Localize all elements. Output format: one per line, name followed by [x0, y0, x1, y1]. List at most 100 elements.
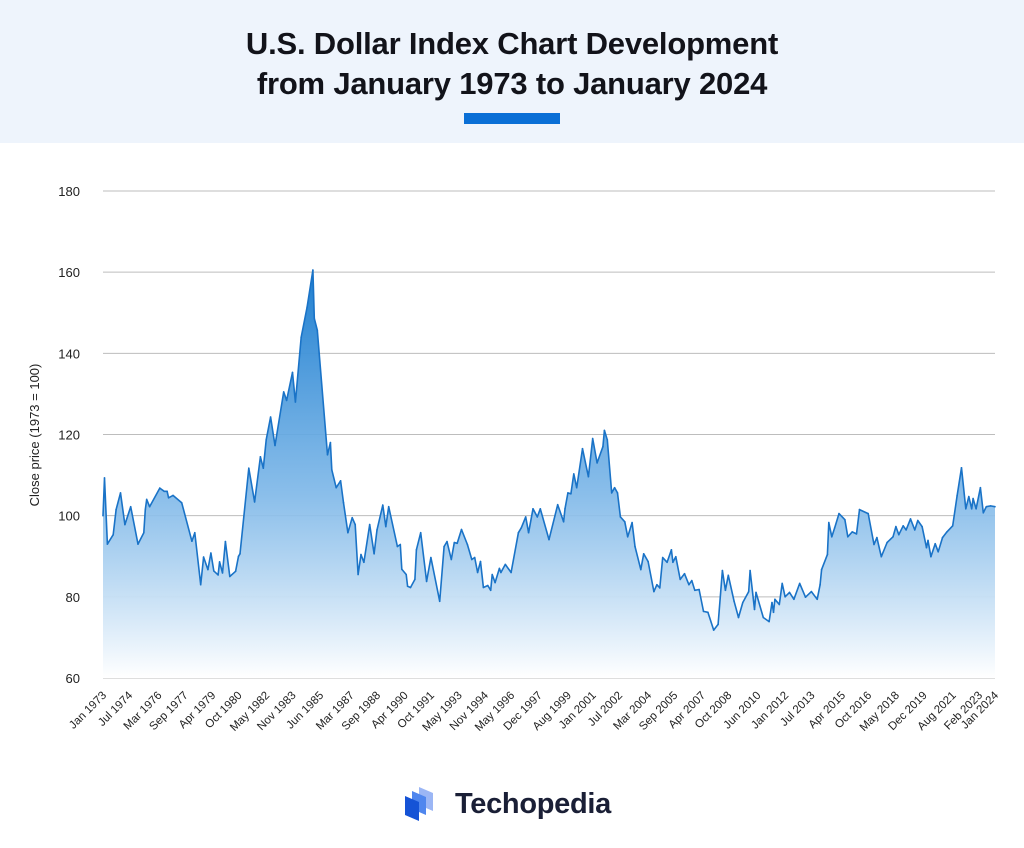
data-point	[573, 473, 575, 475]
data-point	[221, 572, 224, 574]
data-point	[683, 572, 686, 575]
data-point	[691, 579, 693, 582]
data-point	[895, 525, 897, 528]
data-point	[504, 563, 507, 566]
data-point	[229, 575, 231, 578]
data-point	[946, 531, 948, 533]
data-point	[970, 508, 973, 510]
data-point	[575, 486, 578, 489]
data-point	[217, 574, 219, 576]
data-point	[520, 527, 523, 529]
data-point	[965, 508, 967, 510]
data-point	[406, 585, 409, 588]
data-point	[975, 508, 977, 510]
data-point	[985, 505, 988, 508]
data-point	[694, 589, 696, 592]
data-point	[653, 590, 655, 593]
data-point	[647, 560, 649, 563]
data-point	[527, 531, 530, 534]
data-point	[927, 539, 929, 542]
y-tick-label: 80	[66, 590, 80, 605]
data-point	[248, 467, 250, 470]
data-point	[354, 523, 357, 526]
data-point	[828, 521, 830, 524]
data-point	[880, 555, 883, 558]
data-point	[163, 490, 165, 493]
data-point	[106, 543, 109, 545]
data-point	[494, 581, 496, 584]
data-point	[921, 525, 923, 528]
data-point	[396, 545, 399, 548]
data-point	[793, 598, 795, 601]
data-point	[606, 439, 609, 441]
data-point	[159, 487, 161, 489]
data-point	[194, 531, 196, 534]
data-point	[224, 540, 227, 543]
data-point	[844, 518, 846, 521]
techopedia-logo: Techopedia	[403, 784, 611, 824]
data-point	[768, 620, 770, 623]
data-point	[466, 543, 469, 546]
data-point	[672, 561, 674, 564]
data-point	[405, 573, 408, 576]
data-point	[430, 556, 432, 559]
data-point	[581, 447, 584, 450]
y-axis-ticks: 60 80 100 120 140 160 180	[58, 184, 80, 686]
data-point	[902, 525, 904, 527]
data-point	[166, 490, 168, 493]
data-point	[269, 416, 272, 418]
data-point	[937, 551, 939, 553]
data-point	[762, 616, 765, 619]
data-point	[675, 555, 677, 558]
data-point	[972, 497, 974, 500]
data-point	[285, 399, 288, 402]
data-point	[666, 561, 668, 564]
data-point	[905, 529, 907, 531]
data-point	[487, 584, 489, 587]
title-accent-bar	[464, 113, 560, 124]
data-point	[798, 582, 801, 585]
data-point	[191, 540, 193, 542]
data-point	[102, 514, 104, 517]
data-point	[810, 590, 813, 593]
data-point	[376, 529, 378, 531]
data-point	[453, 541, 456, 544]
data-point	[892, 536, 894, 538]
data-point	[619, 516, 622, 518]
data-point	[934, 542, 936, 545]
data-point	[291, 371, 294, 374]
data-point	[213, 570, 215, 572]
data-point	[570, 493, 572, 495]
data-point	[855, 533, 858, 535]
data-point	[329, 441, 332, 444]
data-point	[634, 545, 636, 548]
data-point	[755, 591, 757, 594]
data-point	[603, 429, 606, 432]
data-point	[532, 508, 534, 510]
data-point	[979, 486, 982, 489]
data-point	[517, 531, 520, 534]
data-point	[867, 512, 869, 515]
data-point	[373, 553, 375, 555]
data-point	[479, 560, 482, 563]
data-point	[640, 568, 642, 571]
data-point	[624, 521, 626, 523]
data-point	[415, 549, 418, 551]
data-point	[460, 528, 463, 531]
y-tick-label: 140	[58, 346, 80, 361]
data-point	[409, 586, 412, 589]
data-point	[838, 512, 840, 515]
y-tick-label: 180	[58, 184, 80, 199]
data-point	[712, 629, 715, 631]
data-point	[749, 569, 751, 572]
data-point	[951, 525, 954, 527]
data-point	[679, 578, 681, 581]
data-point	[816, 598, 818, 601]
data-point	[536, 516, 539, 518]
title-line-2: from January 1973 to January 2024	[256, 66, 768, 101]
title-line-1: U.S. Dollar Index Chart Development	[245, 26, 779, 61]
data-point	[312, 269, 314, 271]
data-point	[886, 541, 888, 544]
data-point	[387, 505, 390, 508]
